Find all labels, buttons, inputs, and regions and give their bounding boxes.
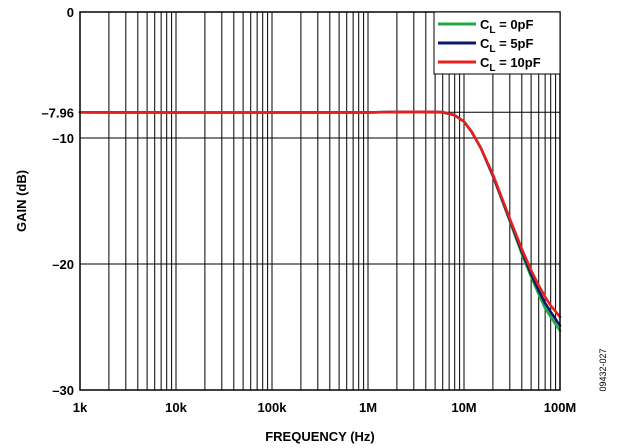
figure-id: 09432-027 bbox=[598, 348, 608, 391]
data-series bbox=[78, 110, 562, 333]
y-tick-label: –20 bbox=[52, 257, 74, 272]
series-line bbox=[78, 110, 562, 327]
y-tick-label: –30 bbox=[52, 383, 74, 398]
x-tick-label: 100k bbox=[258, 400, 288, 415]
y-axis-ticks: 0 –7.96 –10 –20 –30 bbox=[41, 5, 74, 398]
x-tick-label: 100M bbox=[544, 400, 577, 415]
x-axis-label: FREQUENCY (Hz) bbox=[265, 429, 375, 444]
plot-frame bbox=[79, 11, 561, 391]
x-tick-label: 1M bbox=[359, 400, 377, 415]
legend-label: CL = 10pF bbox=[480, 55, 541, 74]
x-tick-label: 10k bbox=[165, 400, 187, 415]
series-line bbox=[78, 110, 562, 319]
y-tick-label: –7.96 bbox=[41, 105, 74, 120]
series-line bbox=[78, 110, 562, 333]
x-axis-ticks: 1k 10k 100k 1M 10M 100M bbox=[73, 400, 577, 415]
grid bbox=[79, 11, 560, 391]
y-tick-label: 0 bbox=[67, 5, 74, 20]
x-tick-label: 10M bbox=[451, 400, 476, 415]
x-tick-label: 1k bbox=[73, 400, 88, 415]
y-tick-label: –10 bbox=[52, 131, 74, 146]
y-axis-label: GAIN (dB) bbox=[14, 170, 29, 232]
